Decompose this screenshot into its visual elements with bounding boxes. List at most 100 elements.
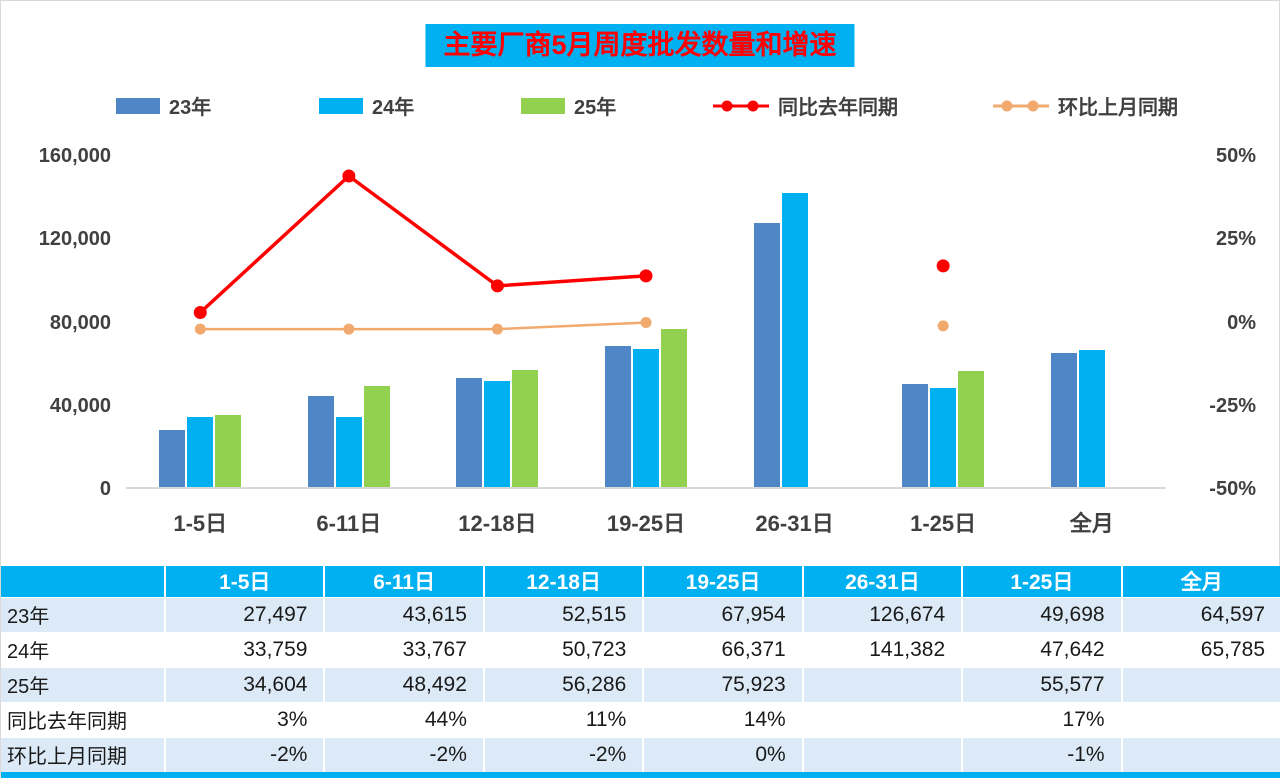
- table-cell: 55,577: [961, 667, 1122, 702]
- x-axis-label-19-25日: 19-25日: [606, 511, 686, 536]
- table-cell: 43,615: [323, 597, 484, 632]
- row-label: 25年: [7, 676, 50, 698]
- row-label: 环比上月同期: [7, 746, 127, 769]
- right-axis-tick: -25%: [1209, 394, 1256, 417]
- table-cell: -1%: [961, 737, 1122, 772]
- bar-25年-12-18日: [512, 369, 539, 487]
- line-同比去年同期: [199, 173, 647, 314]
- legend-swatch-icon: [521, 97, 565, 114]
- legend-item-3: 同比去年同期: [713, 91, 898, 120]
- table-cell: 17%: [961, 702, 1122, 737]
- legend-item-1: 24年: [319, 91, 414, 120]
- bar-25年-19-25日: [661, 329, 687, 487]
- legend-line-marker-icon: [713, 100, 769, 111]
- x-axis-label-26-31日: 26-31日: [755, 511, 834, 536]
- legend-line-marker-icon: [993, 100, 1049, 111]
- table-header-cell: 26-31日: [801, 566, 963, 597]
- point-环比上月同期-12-18日: [491, 323, 503, 335]
- table-bottom-strip: [1, 772, 1280, 778]
- table-cell: 66,371: [642, 632, 803, 667]
- row-label: 同比去年同期: [7, 711, 127, 733]
- point-同比去年同期-19-25日: [639, 269, 653, 283]
- table-cell: -2%: [482, 737, 644, 772]
- table-header-cell: 1-25日: [961, 566, 1122, 597]
- table-row-环比上月同期: 环比上月同期 -2% -2% -2% 0% -1%: [1, 737, 1280, 772]
- table-header-cell: 1-5日: [164, 566, 325, 597]
- row-label: 24年: [7, 641, 50, 663]
- table-cell: 33,767: [323, 632, 484, 667]
- table-header-cell: 6-11日: [323, 566, 484, 597]
- right-axis-tick: -50%: [1209, 478, 1256, 500]
- point-同比去年同期-1-5日: [193, 306, 207, 320]
- table-cell: 50,723: [482, 632, 644, 667]
- point-环比上月同期-6-11日: [343, 323, 355, 335]
- table-cell: 49,698: [961, 597, 1122, 632]
- left-axis-tick: 120,000: [38, 228, 111, 251]
- bar-24年-全月: [1078, 350, 1105, 487]
- left-axis-tick: 40,000: [49, 394, 111, 417]
- right-axis-tick: 25%: [1215, 228, 1256, 251]
- table-row-25年: 25年 34,604 48,492 56,286 75,923 55,577: [1, 667, 1280, 702]
- table-cell: 47,642: [961, 632, 1122, 667]
- chart-title: 主要厂商5月周度批发数量和增速: [425, 24, 855, 67]
- legend-item-4: 环比上月同期: [993, 91, 1178, 120]
- point-环比上月同期-1-5日: [194, 323, 206, 335]
- table-cell: [1120, 737, 1280, 772]
- table-cell: [801, 702, 963, 737]
- table-header-cell: [1, 566, 166, 597]
- table-cell: 11%: [482, 702, 644, 737]
- point-同比去年同期-1-25日: [936, 259, 950, 273]
- x-axis-label-1-25日: 1-25日: [910, 511, 977, 536]
- table-header-cell: 全月: [1120, 566, 1280, 597]
- table-cell: 141,382: [801, 632, 963, 667]
- legend-label: 同比去年同期: [778, 97, 898, 119]
- table-header-cell: 19-25日: [642, 566, 803, 597]
- table-cell: 33,759: [164, 632, 325, 667]
- point-环比上月同期-1-25日: [937, 320, 949, 332]
- bar-24年-19-25日: [633, 348, 659, 487]
- point-同比去年同期-12-18日: [490, 279, 504, 293]
- legend-swatch-icon: [116, 97, 160, 114]
- x-axis-label-12-18日: 12-18日: [458, 511, 537, 536]
- point-环比上月同期-19-25日: [640, 317, 652, 328]
- line-series-overlay: [193, 169, 950, 335]
- table-cell: 75,923: [642, 667, 803, 702]
- x-axis-label-全月: 全月: [1069, 511, 1114, 536]
- bar-23年-1-25日: [902, 383, 929, 487]
- legend-label: 23年: [169, 97, 212, 119]
- bar-23年-1-5日: [159, 429, 186, 487]
- right-axis-tick: 0%: [1227, 311, 1256, 334]
- left-axis-tick: 80,000: [49, 311, 111, 334]
- legend-item-2: 25年: [521, 91, 616, 120]
- table-row-24年: 24年 33,759 33,767 50,723 66,371 141,382 47,642…: [1, 632, 1280, 667]
- bar-25年-6-11日: [363, 386, 390, 487]
- data-table: 1-5日 6-11日 12-18日 19-25日 26-31日 1-25日 全月 23年 27…: [1, 566, 1280, 772]
- x-axis-label-1-5日: 1-5日: [173, 511, 228, 536]
- plot-area: [126, 156, 1166, 489]
- table-row-同比去年同期: 同比去年同期 3% 44% 11% 14% 17%: [1, 702, 1280, 737]
- bar-24年-6-11日: [335, 416, 362, 487]
- legend-item-0: 23年: [116, 91, 211, 120]
- bar-23年-全月: [1050, 352, 1077, 487]
- x-axis-label-6-11日: 6-11日: [316, 511, 382, 536]
- line-环比上月同期: [200, 321, 647, 331]
- legend-label: 25年: [574, 97, 617, 119]
- right-axis-tick: 50%: [1215, 145, 1256, 167]
- table-cell: 67,954: [642, 597, 803, 632]
- table-cell: 56,286: [482, 667, 644, 702]
- legend-label: 环比上月同期: [1058, 97, 1178, 119]
- table-cell: [801, 667, 963, 702]
- table-row-23年: 23年 27,497 43,615 52,515 67,954 126,674 49,698…: [1, 597, 1280, 632]
- legend-swatch-icon: [319, 97, 363, 114]
- table-cell: 52,515: [482, 597, 644, 632]
- point-同比去年同期-6-11日: [342, 169, 356, 183]
- table-cell: [1120, 667, 1280, 702]
- row-label: 23年: [7, 606, 50, 628]
- bar-23年-26-31日: [753, 223, 780, 487]
- table-cell: [1120, 702, 1280, 737]
- table-cell: 44%: [323, 702, 484, 737]
- table-cell: -2%: [323, 737, 484, 772]
- table-cell: 64,597: [1120, 597, 1280, 632]
- bar-25年-1-5日: [215, 414, 242, 487]
